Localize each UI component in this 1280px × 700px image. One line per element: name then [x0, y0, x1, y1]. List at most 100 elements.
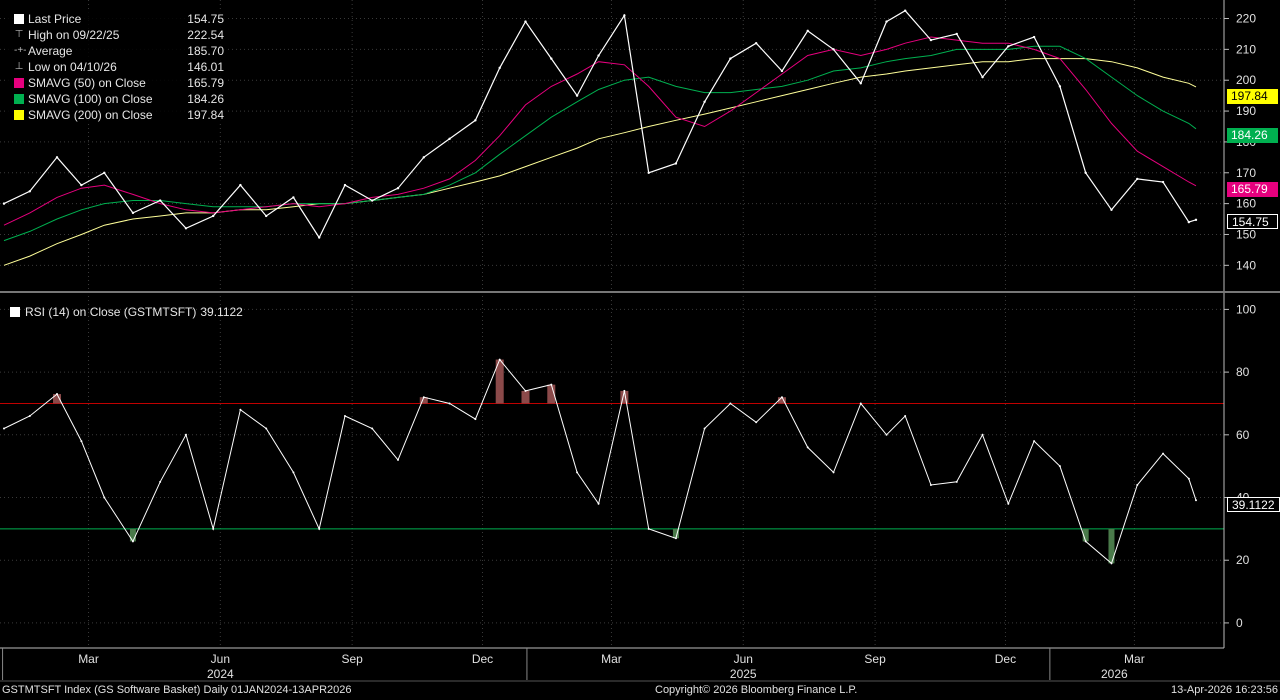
price-y-tick-label: 140	[1236, 258, 1256, 272]
x-tick-label: Jun	[734, 652, 753, 666]
rsi-oversold-fill	[129, 528, 136, 542]
price-point	[885, 20, 888, 23]
price-point	[1110, 208, 1113, 211]
rsi-point	[265, 427, 268, 430]
rsi-point	[1136, 483, 1139, 486]
rsi-reference-lines	[0, 402, 1224, 530]
price-point	[550, 57, 553, 60]
price-point	[754, 41, 758, 45]
rsi-overbought-fill	[521, 390, 530, 404]
x-tick-label: Mar	[1124, 652, 1145, 666]
sma100-line	[3, 45, 1197, 242]
rsi-oversold-fill	[1108, 528, 1115, 564]
rsi-point	[1187, 477, 1190, 480]
rsi-point	[1033, 440, 1036, 443]
rsi-point	[832, 471, 835, 474]
legend-average: -+- Average 185.70	[8, 43, 224, 59]
price-point	[292, 196, 295, 199]
x-tick-label: Sep	[864, 652, 886, 666]
price-point	[597, 54, 600, 57]
rsi-point	[647, 527, 650, 530]
rsi-point	[576, 471, 579, 474]
sma200-line	[3, 58, 1197, 266]
rsi-line	[3, 358, 1197, 565]
high-marker-icon: ⊤	[14, 29, 24, 40]
rsi-point	[981, 433, 984, 436]
rsi-legend-value: 39.1122	[200, 305, 243, 319]
badge-sma100: 184.26	[1227, 128, 1278, 143]
price-y-tick-label: 190	[1236, 104, 1256, 118]
rsi-point	[371, 427, 374, 430]
legend-sma200: SMAVG (200) on Close 197.84	[8, 107, 224, 123]
legend-high-value: 222.54	[187, 28, 224, 42]
price-point	[1058, 85, 1062, 88]
series-group	[2, 9, 1198, 565]
low-marker-icon: ⊥	[14, 61, 24, 72]
legend-sma200-label: SMAVG (200) on Close	[28, 108, 153, 122]
price-point	[1007, 45, 1010, 48]
price-point	[371, 199, 374, 202]
rsi-point	[159, 480, 162, 483]
rsi-point	[498, 358, 501, 361]
rsi-oversold-fill	[1082, 528, 1089, 542]
price-point	[1032, 35, 1036, 39]
rsi-point	[674, 537, 677, 540]
rsi-point	[448, 402, 451, 405]
rsi-overbought-fill	[620, 390, 629, 404]
axes-group	[0, 0, 1280, 682]
rsi-swatch	[10, 307, 20, 317]
footer-center: Copyright© 2026 Bloomberg Finance L.P.	[655, 684, 858, 696]
price-legend: Last Price 154.75 ⊤ High on 09/22/25 222…	[6, 11, 226, 123]
rsi-point	[1058, 465, 1061, 468]
price-point	[955, 32, 958, 36]
badge-rsi: 39.1122	[1227, 497, 1280, 512]
rsi-point	[1084, 540, 1087, 543]
price-point	[903, 9, 907, 12]
price-point	[623, 14, 626, 17]
price-point	[28, 190, 31, 193]
price-y-tick-label: 150	[1236, 227, 1256, 241]
legend-low-value: 146.01	[187, 60, 224, 74]
footer-right: 13-Apr-2026 16:23:56	[1170, 684, 1278, 696]
rsi-y-tick-label: 100	[1236, 302, 1256, 316]
sma50-swatch	[14, 78, 24, 88]
rsi-point	[623, 389, 626, 392]
legend-sma200-value: 197.84	[187, 108, 224, 122]
price-point	[1187, 220, 1191, 224]
legend-sma50-label: SMAVG (50) on Close	[28, 76, 146, 90]
badge-sma50: 165.79	[1227, 182, 1278, 197]
price-point	[859, 82, 862, 85]
rsi-point	[343, 415, 346, 417]
x-tick-label: Mar	[601, 652, 622, 666]
rsi-point	[103, 496, 106, 499]
x-tick-label: Dec	[472, 652, 493, 666]
legend-last-price-label: Last Price	[28, 12, 82, 26]
rsi-point	[1195, 499, 1197, 502]
rsi-point	[184, 433, 187, 436]
tick-labels: 140150160170180190200210220020406080100M…	[78, 12, 1256, 681]
rsi-point	[239, 408, 242, 411]
price-point	[448, 137, 451, 141]
price-point	[2, 202, 6, 205]
legend-high-label: High on 09/22/25	[28, 28, 120, 42]
x-tick-label: Sep	[341, 652, 363, 666]
sma200-swatch	[14, 110, 24, 120]
price-y-tick-label: 160	[1236, 197, 1256, 211]
rsi-point	[703, 427, 706, 430]
rsi-point	[755, 421, 758, 424]
rsi-y-tick-label: 20	[1236, 553, 1250, 567]
rsi-point	[806, 446, 809, 449]
rsi-point	[80, 440, 83, 443]
rsi-fills	[53, 359, 1115, 564]
price-point	[1194, 218, 1198, 222]
price-point	[674, 162, 678, 165]
price-point	[729, 57, 732, 60]
legend-average-value: 185.70	[187, 44, 224, 58]
rsi-point	[1110, 562, 1113, 565]
legend-last-price-value: 154.75	[187, 12, 224, 26]
price-point	[211, 214, 215, 218]
price-line	[3, 9, 1197, 239]
price-point	[343, 183, 347, 187]
rsi-point	[904, 415, 907, 417]
price-point	[264, 214, 268, 218]
